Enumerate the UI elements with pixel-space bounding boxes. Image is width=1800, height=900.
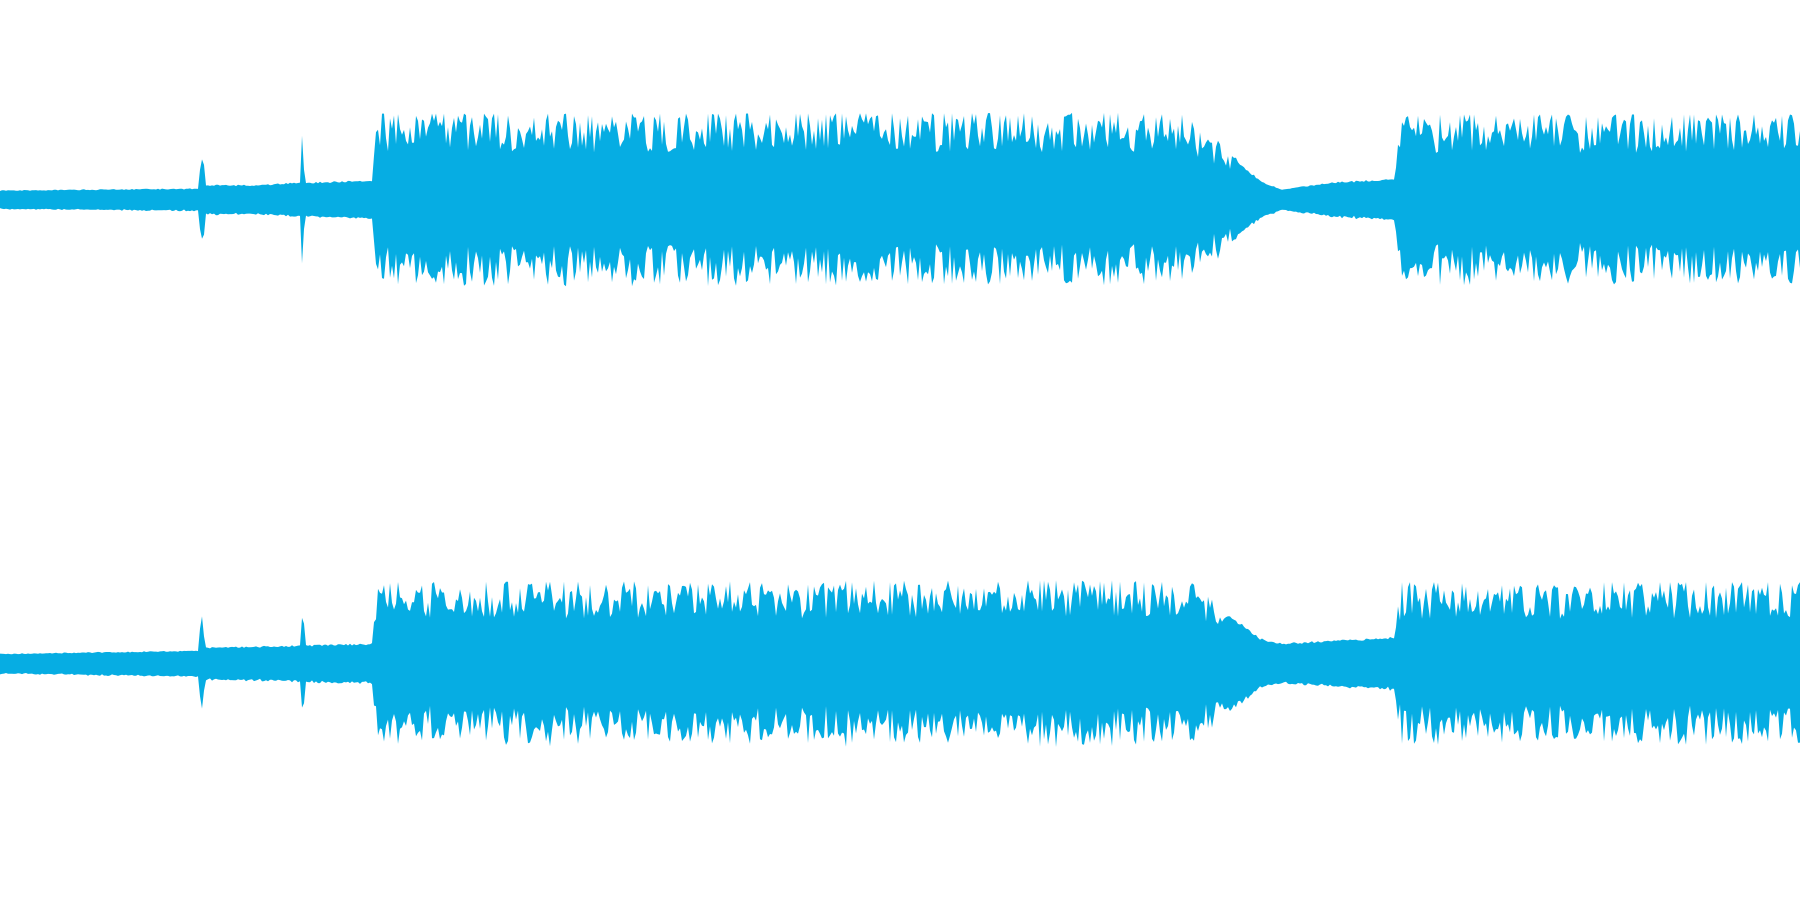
- waveform-left-centerline: [0, 199, 1800, 201]
- waveform-channel-left: [0, 110, 1800, 290]
- waveform-right-centerline: [0, 663, 1800, 665]
- waveform-left-svg: [0, 112, 1800, 287]
- waveform-channel-right: [0, 559, 1800, 769]
- waveform-right-svg: [0, 580, 1800, 747]
